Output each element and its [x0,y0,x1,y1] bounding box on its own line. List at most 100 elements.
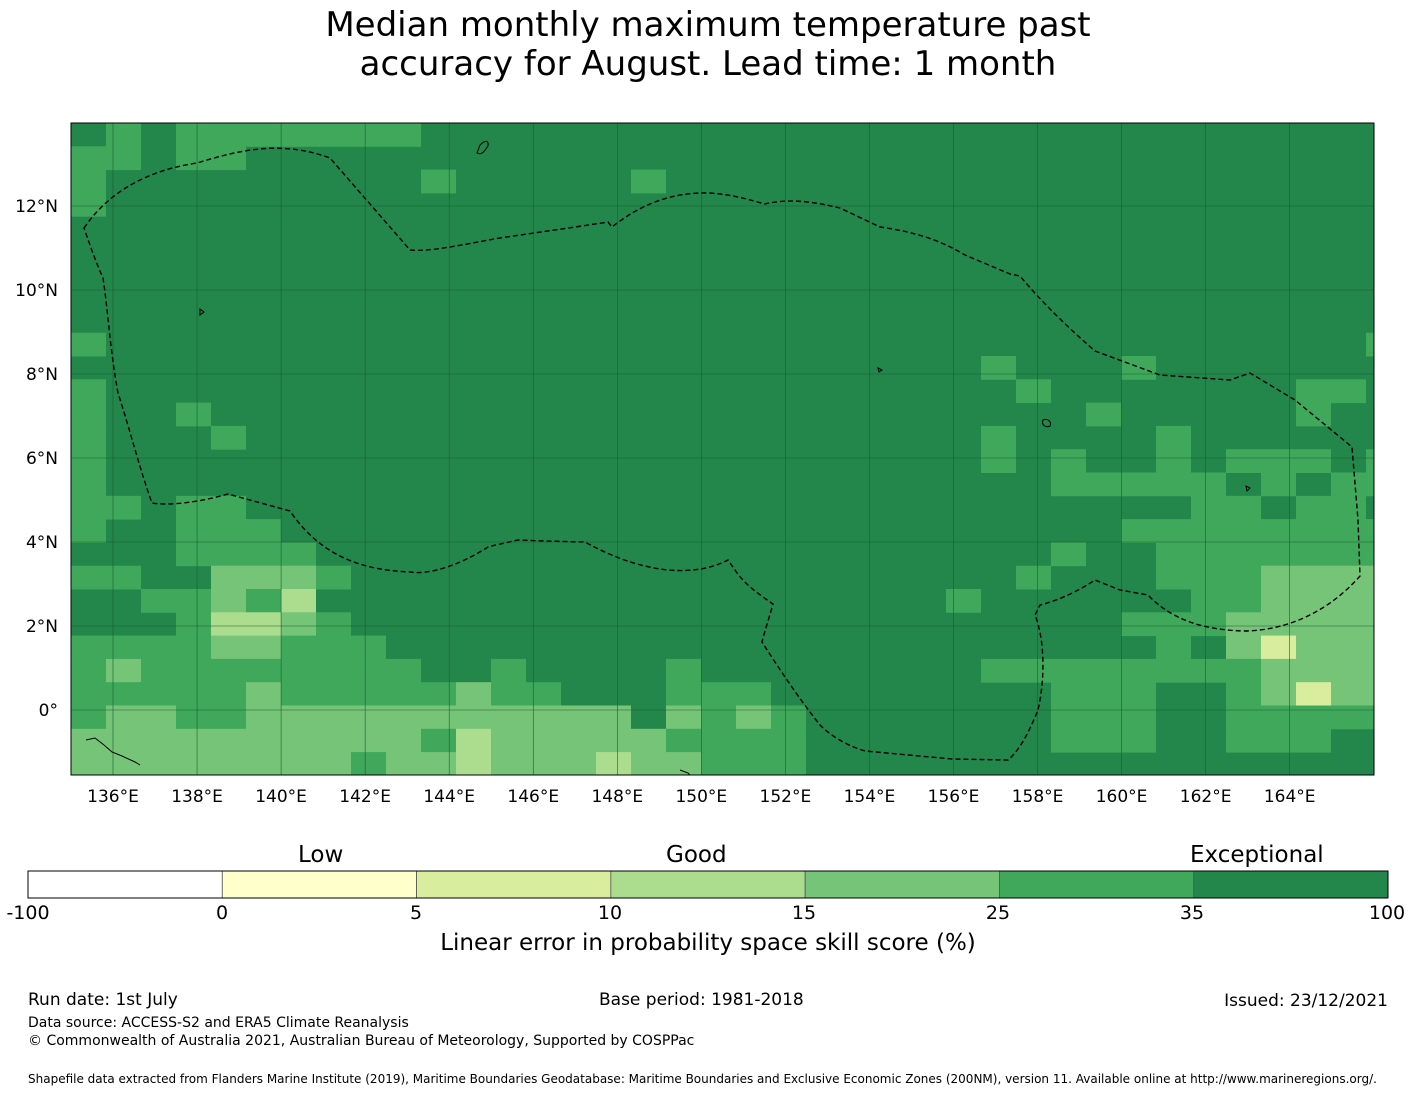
skill-cell [316,565,351,590]
skill-cell [1401,589,1416,613]
skill-cell [106,565,141,590]
skill-cell [176,658,211,683]
skill-cell [141,728,176,753]
island-pohnpei [1042,419,1051,428]
skill-cell [631,169,666,194]
skill-cell [106,752,141,775]
skill-cell [1261,658,1296,683]
skill-cell [1296,682,1331,706]
skill-cell [211,752,246,775]
colorbar-segment [1193,870,1389,899]
longitude-label: 156°E [928,787,980,807]
skill-cell [1191,612,1226,637]
longitude-label: 140°E [255,787,307,807]
skill-cell [106,495,141,520]
skill-cell [71,565,106,590]
longitude-label: 158°E [1012,787,1064,807]
latitude-label: 6°N [26,449,58,469]
skill-cell [71,495,106,520]
latitude-label: 2°N [26,617,58,637]
skill-cell [1156,425,1191,450]
skill-cell [736,752,771,775]
colorbar-segment [221,870,417,899]
skill-cell [176,705,211,730]
skill-cell [1086,472,1121,497]
skill-cell [1401,659,1416,683]
skill-cell [176,682,211,706]
skill-cell [1156,519,1191,543]
skill-cell [1121,519,1156,543]
skill-cell [1366,519,1374,543]
skill-cell [1156,472,1191,497]
skill-cell [386,682,421,706]
skill-cell [1051,658,1086,683]
skill-cell [246,123,281,147]
category-exceptional: Exceptional [1190,842,1324,868]
skill-cell [246,612,281,637]
skill-cell [1331,682,1366,706]
skill-cell [1401,333,1416,357]
title-line-1: Median monthly maximum temperature past [325,5,1091,45]
skill-cell [771,728,806,753]
skill-cell [281,589,316,613]
skill-cell [281,565,316,590]
skill-cell [1191,565,1226,590]
skill-cell [106,123,141,147]
skill-cell [981,425,1016,450]
skill-cell [1226,565,1261,590]
skill-cell [1401,449,1416,473]
skill-cell [771,705,806,730]
skill-cell [1016,565,1051,590]
skill-cell [1261,682,1296,706]
skill-cell [1401,682,1416,706]
skill-cell [701,752,736,775]
chart-title: Median monthly maximum temperature past … [0,6,1416,84]
skill-cell [666,728,701,753]
skill-cell [771,752,806,775]
islands [85,140,1251,776]
skill-cell [1261,728,1296,753]
skill-cell [1261,612,1296,637]
skill-cell [386,752,421,775]
skill-cell [176,123,211,147]
skill-cell [1051,542,1086,567]
skill-cell [1156,612,1191,637]
skill-cell [701,728,736,753]
island-small-1 [1245,485,1251,493]
skill-cell [141,752,176,775]
skill-cell [666,705,701,730]
skill-cell [1086,402,1121,427]
skill-cell [1226,635,1261,660]
skill-cell [351,123,386,147]
skill-cell [141,705,176,730]
island-guam [476,140,489,155]
colorbar-segment [804,870,1000,899]
colorbar-tick: 15 [791,902,817,924]
skill-cell [1401,519,1416,543]
skill-cell [71,379,106,404]
skill-cell [1191,542,1226,567]
island-small-2 [877,367,883,373]
skill-cell [1401,542,1416,566]
skill-cell [1331,542,1366,567]
skill-cell [71,146,106,171]
skill-cell [246,565,281,590]
skill-cell [211,728,246,753]
skill-cell [1296,449,1331,473]
skill-cell [281,682,316,706]
skill-cell [211,519,246,543]
run-date: Run date: 1st July [28,990,178,1010]
skill-cell [1296,705,1331,730]
skill-cell [1401,729,1416,753]
skill-cell [351,728,386,753]
skill-cell [106,682,141,706]
skill-cell [666,752,701,775]
skill-cell [1331,495,1366,520]
skill-cell [246,752,281,775]
skill-cell [1121,612,1156,637]
skill-cell [1401,566,1416,590]
skill-cell [1296,728,1331,753]
longitude-label: 150°E [675,787,727,807]
skill-cell [736,682,771,706]
longitude-label: 154°E [844,787,896,807]
